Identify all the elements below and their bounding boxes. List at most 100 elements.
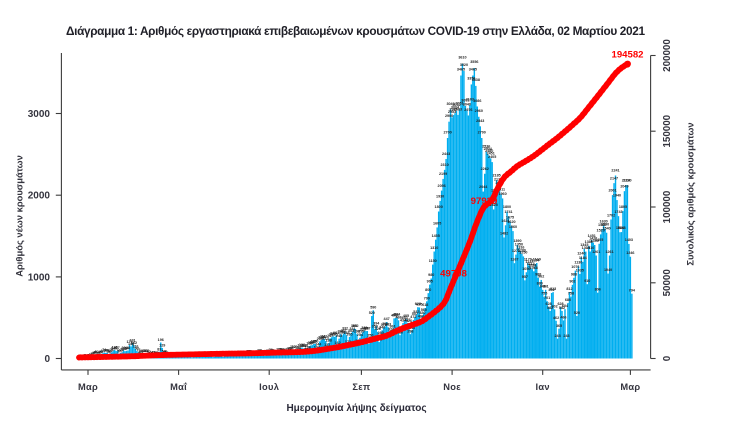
svg-text:243: 243 (563, 334, 569, 338)
svg-text:902: 902 (569, 280, 575, 284)
svg-text:910: 910 (584, 279, 590, 283)
svg-text:Αριθμός νέων κρουσμάτων: Αριθμός νέων κρουσμάτων (14, 155, 25, 277)
svg-text:100000: 100000 (662, 190, 673, 223)
svg-text:2405: 2405 (488, 155, 496, 159)
svg-text:680: 680 (565, 298, 571, 302)
svg-text:1800: 1800 (503, 205, 511, 209)
svg-text:2843: 2843 (476, 119, 484, 123)
svg-text:1240: 1240 (577, 252, 585, 256)
svg-text:560: 560 (421, 308, 427, 312)
svg-text:1743: 1743 (614, 210, 622, 214)
svg-text:988: 988 (571, 272, 577, 276)
svg-text:2049: 2049 (620, 185, 628, 189)
svg-text:200000: 200000 (662, 39, 673, 72)
svg-text:3040: 3040 (463, 103, 471, 107)
svg-text:1540: 1540 (602, 227, 610, 231)
svg-text:957: 957 (522, 275, 528, 279)
svg-text:Μαρ: Μαρ (78, 382, 98, 392)
svg-text:2241: 2241 (611, 169, 619, 173)
svg-text:1150: 1150 (429, 259, 437, 263)
svg-text:2960: 2960 (475, 109, 483, 113)
svg-text:604: 604 (562, 304, 569, 308)
svg-text:194582: 194582 (611, 49, 643, 60)
svg-text:2147: 2147 (610, 176, 618, 180)
svg-text:2700: 2700 (443, 131, 451, 135)
svg-text:1741: 1741 (504, 210, 512, 214)
svg-text:2000: 2000 (28, 191, 51, 202)
svg-text:1405: 1405 (595, 238, 603, 242)
svg-text:806: 806 (595, 287, 601, 291)
svg-text:129: 129 (159, 344, 165, 348)
svg-text:Συνολικός αριθμός κρουσμάτων: Συνολικός αριθμός κρουσμάτων (685, 122, 696, 265)
svg-text:49708: 49708 (440, 268, 467, 279)
svg-text:2120: 2120 (623, 179, 631, 183)
svg-text:361: 361 (390, 324, 396, 328)
svg-text:1930: 1930 (436, 194, 444, 198)
svg-text:520: 520 (574, 311, 580, 315)
svg-text:50000: 50000 (662, 269, 673, 297)
svg-text:144: 144 (315, 342, 322, 346)
svg-text:Ιαν: Ιαν (536, 382, 550, 392)
svg-text:1167: 1167 (510, 258, 518, 262)
svg-text:3556: 3556 (470, 60, 478, 64)
svg-text:813: 813 (550, 287, 556, 291)
svg-text:1068: 1068 (530, 266, 538, 270)
svg-text:2056: 2056 (438, 184, 446, 188)
svg-text:3338: 3338 (472, 78, 480, 82)
svg-text:462: 462 (553, 316, 559, 320)
svg-text:Μαρ: Μαρ (620, 382, 640, 392)
svg-text:3465: 3465 (457, 67, 465, 71)
svg-text:2700: 2700 (478, 131, 486, 135)
svg-text:618: 618 (422, 303, 428, 307)
svg-text:2310: 2310 (441, 163, 449, 167)
svg-text:1548: 1548 (617, 226, 625, 230)
svg-text:1620: 1620 (507, 220, 515, 224)
svg-text:337: 337 (364, 326, 370, 330)
svg-text:2044: 2044 (479, 185, 488, 189)
svg-text:1040: 1040 (604, 268, 612, 272)
svg-text:254: 254 (357, 333, 364, 337)
svg-text:0: 0 (44, 354, 50, 365)
svg-text:758: 758 (568, 291, 574, 295)
svg-text:1960: 1960 (498, 192, 506, 196)
svg-text:2262: 2262 (481, 167, 489, 171)
svg-text:701: 701 (544, 296, 550, 300)
svg-text:1605: 1605 (433, 221, 441, 225)
svg-text:Ιουλ: Ιουλ (259, 382, 280, 392)
svg-text:1035: 1035 (576, 269, 584, 273)
svg-text:150000: 150000 (662, 114, 673, 147)
svg-text:98: 98 (126, 346, 130, 350)
svg-text:196: 196 (158, 338, 164, 342)
svg-text:905: 905 (427, 279, 433, 283)
svg-text:466: 466 (560, 316, 566, 320)
svg-text:755: 755 (541, 292, 547, 296)
svg-text:Ημερομηνία λήψης δείγματος: Ημερομηνία λήψης δείγματος (286, 403, 426, 414)
svg-text:1261: 1261 (605, 250, 613, 254)
svg-text:0: 0 (662, 355, 673, 361)
svg-text:3086: 3086 (473, 99, 481, 103)
svg-text:1184: 1184 (579, 256, 588, 260)
svg-text:2900: 2900 (445, 114, 453, 118)
svg-text:1130: 1130 (574, 261, 582, 265)
svg-text:1482: 1482 (500, 232, 508, 236)
svg-text:1805: 1805 (619, 205, 627, 209)
svg-text:1455: 1455 (432, 234, 440, 238)
svg-text:1261: 1261 (592, 250, 600, 254)
svg-text:3520: 3520 (460, 63, 468, 67)
svg-text:794: 794 (629, 288, 636, 292)
svg-text:1246: 1246 (626, 251, 634, 255)
svg-text:590: 590 (370, 305, 376, 309)
svg-text:1800: 1800 (435, 205, 443, 209)
svg-text:3000: 3000 (28, 109, 51, 120)
svg-text:97939: 97939 (471, 196, 498, 207)
svg-text:188: 188 (326, 339, 332, 343)
svg-text:2199: 2199 (439, 172, 447, 176)
svg-text:1940: 1940 (613, 194, 621, 198)
svg-text:Νοε: Νοε (443, 382, 461, 392)
svg-text:447: 447 (384, 317, 390, 321)
svg-text:1560: 1560 (509, 225, 517, 229)
svg-text:1675: 1675 (506, 216, 514, 220)
svg-text:520: 520 (369, 311, 375, 315)
svg-text:2983: 2983 (454, 107, 462, 111)
svg-text:2976: 2976 (464, 108, 472, 112)
